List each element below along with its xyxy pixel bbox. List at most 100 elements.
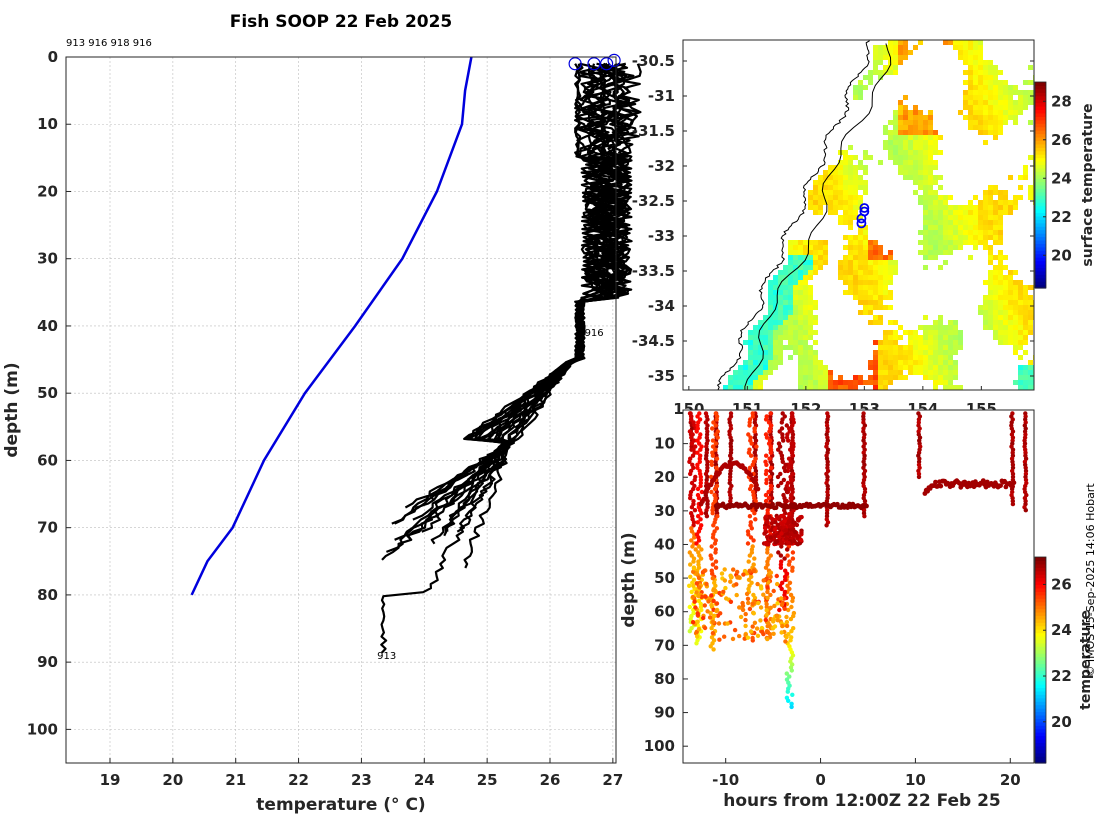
sst-cell <box>838 190 843 195</box>
sst-cell <box>963 90 968 95</box>
sst-cell <box>798 250 803 255</box>
sst-cell <box>958 225 963 230</box>
map-panel: -30.5-31-31.5-32-32.5-33-33.5-34-34.5-35… <box>632 39 1096 418</box>
sst-cell <box>1018 105 1023 110</box>
sst-cell <box>998 195 1003 200</box>
sst-cell <box>853 155 858 160</box>
section-dot <box>790 692 795 697</box>
sst-cell <box>983 320 988 325</box>
sst-cell <box>948 375 953 380</box>
sst-cell <box>878 280 883 285</box>
sst-cell <box>838 170 843 175</box>
sst-cell <box>863 280 868 285</box>
sst-cell <box>793 245 798 250</box>
section-x-tick-label: 20 <box>1000 771 1021 789</box>
sst-cell <box>778 290 783 295</box>
section-dot <box>714 526 720 531</box>
sst-cell <box>928 340 933 345</box>
sst-cell <box>753 350 758 355</box>
sst-cell <box>908 335 913 340</box>
section-dot <box>772 603 777 609</box>
sst-cell <box>888 135 893 140</box>
section-dot <box>690 544 695 549</box>
sst-cell <box>923 365 928 370</box>
section-dot <box>782 556 787 561</box>
sst-cell <box>918 115 923 120</box>
section-dot <box>788 616 794 622</box>
sst-cell <box>968 115 973 120</box>
sst-cell <box>993 270 998 275</box>
sst-cell <box>893 330 898 335</box>
sst-cell <box>1013 340 1018 345</box>
sst-cell <box>883 125 888 130</box>
sst-cell <box>893 115 898 120</box>
section-dot <box>768 486 774 492</box>
map-colorbar-segment <box>1035 257 1046 262</box>
sst-cell <box>888 275 893 280</box>
sst-cell <box>848 240 853 245</box>
sst-cell <box>953 240 958 245</box>
sst-cell <box>973 205 978 210</box>
sst-cell <box>853 245 858 250</box>
sst-cell <box>993 130 998 135</box>
sst-cell <box>983 310 988 315</box>
section-colorbar-segment <box>1035 635 1046 640</box>
section-dot <box>787 674 792 679</box>
sst-cell <box>938 360 943 365</box>
sst-cell <box>998 295 1003 300</box>
sst-cell <box>868 380 873 385</box>
sst-cell <box>993 265 998 270</box>
sst-cell <box>793 265 798 270</box>
sst-cell <box>773 310 778 315</box>
section-dot <box>784 614 789 620</box>
section-dot <box>766 489 771 495</box>
map-colorbar-segment <box>1035 147 1046 152</box>
section-dot <box>775 581 780 587</box>
sst-cell <box>968 110 973 115</box>
sst-cell <box>1028 65 1033 70</box>
sst-cell <box>973 125 978 130</box>
sst-cell <box>963 50 968 55</box>
sst-cell <box>928 240 933 245</box>
sst-cell <box>933 230 938 235</box>
sst-cell <box>853 235 858 240</box>
sst-cell <box>793 275 798 280</box>
sst-cell <box>848 145 853 150</box>
sst-cell <box>993 275 998 280</box>
sst-cell <box>818 245 823 250</box>
sst-cell <box>943 235 948 240</box>
sst-cell <box>943 365 948 370</box>
section-dot <box>692 438 697 443</box>
section-dot <box>778 596 784 601</box>
sst-cell <box>958 235 963 240</box>
sst-cell <box>908 355 913 360</box>
sst-cell <box>1018 175 1023 180</box>
sst-cell <box>943 360 948 365</box>
sst-cell <box>998 325 1003 330</box>
sst-cell <box>768 280 773 285</box>
sst-cell <box>833 200 838 205</box>
sst-cell <box>798 335 803 340</box>
sst-cell <box>793 240 798 245</box>
sst-cell <box>823 190 828 195</box>
section-dot <box>747 568 752 574</box>
sst-field <box>723 40 1034 390</box>
sst-cell <box>1028 95 1033 100</box>
sst-cell <box>733 375 738 380</box>
sst-cell <box>728 385 733 390</box>
sst-cell <box>843 260 848 265</box>
sst-cell <box>758 375 763 380</box>
sst-cell <box>843 270 848 275</box>
section-dot <box>743 617 748 623</box>
sst-cell <box>988 300 993 305</box>
sst-cell <box>923 190 928 195</box>
sst-cell <box>1023 170 1028 175</box>
sst-cell <box>928 230 933 235</box>
section-dot <box>750 601 755 606</box>
sst-cell <box>1003 100 1008 105</box>
sst-cell <box>928 335 933 340</box>
sst-cell <box>943 325 948 330</box>
section-colorbar-segment <box>1035 670 1046 675</box>
sst-cell <box>813 305 818 310</box>
